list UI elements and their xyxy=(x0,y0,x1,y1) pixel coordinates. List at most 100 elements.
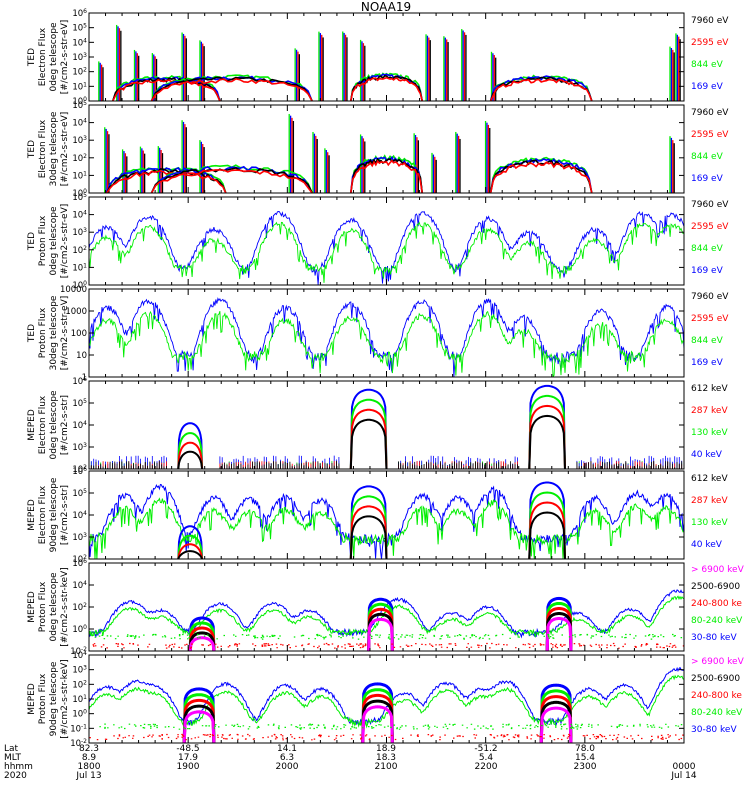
belt-2-2 xyxy=(545,607,573,651)
belt-2-0 xyxy=(539,683,573,743)
panel-1-data xyxy=(98,24,681,101)
ytick-label: 100 xyxy=(72,709,87,720)
ytick-label: 10-2 xyxy=(70,738,87,749)
noise-2-1 xyxy=(398,455,518,469)
pass-3-1 xyxy=(489,75,593,101)
ytick-label: 106 xyxy=(72,8,87,19)
y-axis-label-line: TED xyxy=(27,232,37,251)
legend-entry: 130 keV xyxy=(691,518,728,528)
ytick-label: 105 xyxy=(72,23,87,34)
axis-row-value: 15.4 xyxy=(575,753,595,763)
legend-entry: 844 eV xyxy=(691,152,724,162)
belt-0-2 xyxy=(188,626,216,651)
belt-1-2 xyxy=(349,408,388,469)
belt-0-0 xyxy=(177,525,204,559)
axis-row-value: 1800 xyxy=(78,762,101,772)
legend-entry: 7960 eV xyxy=(691,16,729,26)
y-axis-label-line: MEPED xyxy=(27,499,37,531)
legend-entry: 40 keV xyxy=(691,540,723,550)
ytick-label: 102 xyxy=(72,153,87,164)
y-axis-label-line: Electron Flux xyxy=(38,395,48,454)
y-axis-label-line: TED xyxy=(27,324,37,343)
ytick-label: 104 xyxy=(72,118,87,129)
belt-0-1 xyxy=(177,432,204,469)
legend-entry: 612 keV xyxy=(691,384,728,394)
ytick-label: 102 xyxy=(72,67,87,78)
time-axis-labels: Lat 82.3 -48.5 14.1 18.9 -51.2 78.0 MLT 8.9 17.9 6… xyxy=(4,744,697,781)
legend-entry: 2595 eV xyxy=(691,130,729,140)
axis-row-value: 1900 xyxy=(177,762,200,772)
belt-1-2 xyxy=(367,607,394,651)
belt-0-3 xyxy=(177,450,204,469)
y-axis-label-line: [#/cm2-s-str-eV] xyxy=(60,20,70,95)
legend-entry: 844 eV xyxy=(691,244,724,254)
ytick-label: 103 xyxy=(72,52,87,63)
ytick-label: 10 xyxy=(76,351,87,361)
axis-row-value: 78.0 xyxy=(575,744,595,754)
axis-row-value: 82.3 xyxy=(79,744,99,754)
belt-1-3 xyxy=(367,612,394,651)
axis-row-label: hhmm xyxy=(4,762,33,772)
axis-row-value: 8.9 xyxy=(82,753,97,763)
belt-1-2 xyxy=(349,505,388,559)
belt-2-4 xyxy=(545,617,573,651)
axis-row-value: -51.2 xyxy=(474,744,497,754)
y-axis-label-line: [#/cm2-s-str-eV] xyxy=(60,112,70,187)
y-axis-label-line: [#/cm2-s-str-keV] xyxy=(60,659,70,738)
ytick-label: 104 xyxy=(72,510,87,521)
y-axis-label-line: [#/cm2-s-str] xyxy=(60,395,70,455)
belt-2-1 xyxy=(528,394,566,469)
noise-1-3 xyxy=(219,461,340,469)
ytick-label: 103 xyxy=(72,135,87,146)
panel-4-data xyxy=(89,297,684,377)
y-axis-label-line: [#/cm2-s-str-eV] xyxy=(60,204,70,279)
legend-entry: 240-800 ke xyxy=(691,599,742,609)
belt-2-0 xyxy=(545,596,573,651)
legend-entry: 287 keV xyxy=(691,496,728,506)
noise-2-0 xyxy=(398,461,518,469)
ytick-label: 102 xyxy=(72,464,87,475)
y-axis-label-line: TED xyxy=(27,140,37,159)
ytick-label: 103 xyxy=(72,665,87,676)
belt-2-0 xyxy=(528,384,566,469)
belt-2-3 xyxy=(545,612,573,651)
ytick-label: 103 xyxy=(72,532,87,543)
ytick-label: 100 xyxy=(72,280,87,291)
axis-row-value: 18.3 xyxy=(376,753,396,763)
axis-row-value: 2200 xyxy=(475,762,498,772)
belt-0-0 xyxy=(177,422,204,469)
y-axis-label-line: [#/cm2-s-str] xyxy=(60,485,70,545)
panel-frame xyxy=(88,12,685,102)
noise-3-3 xyxy=(576,461,684,469)
panel-2: 100 101 102 103 104 105 TED Electron Flux 30deg … xyxy=(27,100,729,199)
ytick-label: 10000 xyxy=(60,285,87,295)
ytick-label: 103 xyxy=(72,442,87,453)
ytick-label: 105 xyxy=(72,398,87,409)
belt-0-2 xyxy=(177,441,204,469)
y-axis-label-line: Electron Flux xyxy=(38,485,48,544)
y-axis-label-line: 30deg telescope xyxy=(49,111,59,186)
y-axis-label-line: 30deg telescope xyxy=(49,295,59,370)
axis-row-value: 0000 xyxy=(673,762,696,772)
panel-1: 100 101 102 103 104 105 106 TED Electron Flux 0de… xyxy=(27,8,729,107)
belt-2-1 xyxy=(539,689,573,743)
ytick-label: 100 xyxy=(71,329,87,339)
pass-1-3 xyxy=(150,78,313,101)
belt-1-3 xyxy=(349,515,388,559)
floor-1 xyxy=(89,733,684,741)
panel-5-data xyxy=(89,384,684,469)
y-axis-label-line: TED xyxy=(27,48,37,67)
legend-entry: 169 eV xyxy=(691,174,724,184)
panel-6: 102 103 104 105 106 MEPED Electron Flux 90deg t… xyxy=(27,466,728,565)
y-axis-label-line: MEPED xyxy=(27,591,37,623)
ytick-label: 100 xyxy=(72,96,87,107)
belt-0-4 xyxy=(188,636,216,651)
axis-row-label: Lat xyxy=(4,744,19,754)
ytick-label: 1000 xyxy=(65,307,87,317)
ytick-label: 104 xyxy=(72,37,87,48)
legend-entry: 169 eV xyxy=(691,358,724,368)
panel-7-data xyxy=(89,589,684,651)
noise-2-3 xyxy=(398,461,518,469)
belt-0-1 xyxy=(182,693,216,743)
floor-0 xyxy=(99,723,683,730)
